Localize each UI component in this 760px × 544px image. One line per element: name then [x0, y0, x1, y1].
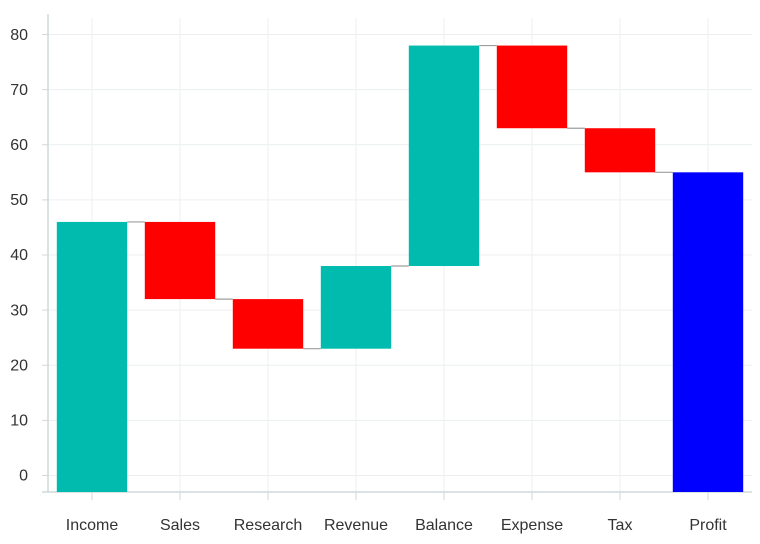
y-tick-label: 70 — [10, 82, 28, 99]
x-category-label: Income — [66, 517, 119, 534]
x-category-label: Profit — [689, 517, 727, 534]
waterfall-bar-income — [57, 222, 127, 492]
y-tick-label: 60 — [10, 137, 28, 154]
y-tick-label: 30 — [10, 302, 28, 319]
connector-lines — [127, 46, 673, 349]
y-tick-label: 10 — [10, 413, 28, 430]
waterfall-bar-balance — [409, 46, 479, 266]
y-tick-label: 80 — [10, 27, 28, 44]
waterfall-bar-expense — [497, 46, 567, 129]
waterfall-bar-research — [233, 299, 303, 349]
y-tick-label: 0 — [19, 468, 28, 485]
waterfall-bar-revenue — [321, 266, 391, 349]
y-tick-label: 50 — [10, 192, 28, 209]
bars — [57, 46, 743, 492]
x-category-label: Expense — [501, 517, 563, 534]
x-category-label: Tax — [608, 517, 633, 534]
y-tick-label: 20 — [10, 357, 28, 374]
waterfall-bar-profit — [673, 172, 743, 492]
x-category-label: Balance — [415, 517, 473, 534]
waterfall-bar-sales — [145, 222, 215, 299]
x-category-label: Sales — [160, 517, 200, 534]
waterfall-bar-tax — [585, 128, 655, 172]
x-category-label: Research — [234, 517, 302, 534]
y-tick-label: 40 — [10, 247, 28, 264]
x-category-label: Revenue — [324, 517, 388, 534]
